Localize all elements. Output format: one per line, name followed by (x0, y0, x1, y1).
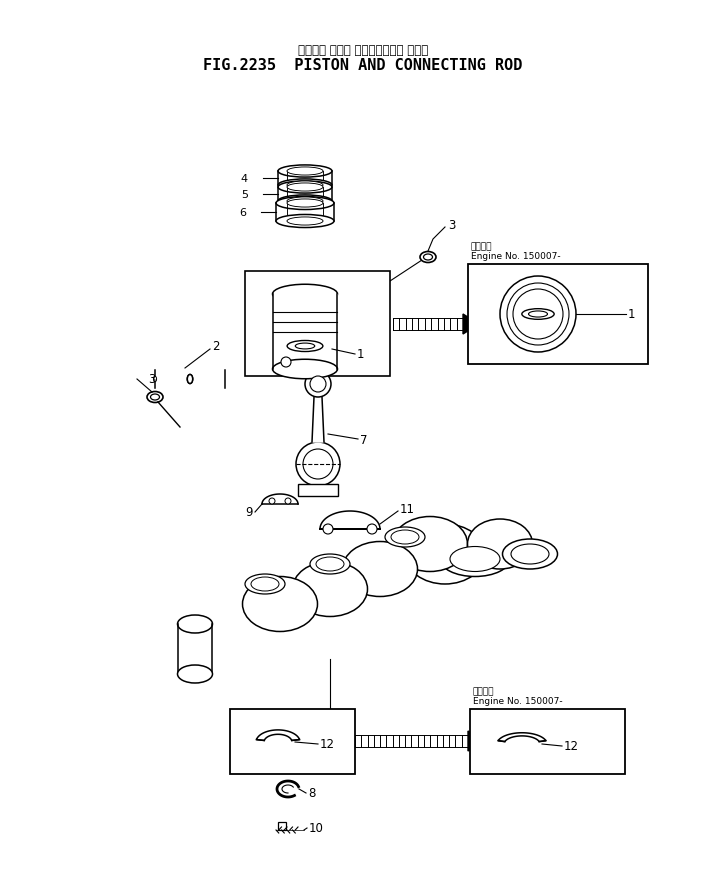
Ellipse shape (287, 218, 323, 226)
Circle shape (285, 499, 291, 505)
Polygon shape (393, 319, 463, 331)
Ellipse shape (287, 198, 323, 205)
Ellipse shape (287, 182, 323, 190)
Text: 3: 3 (148, 373, 156, 386)
Text: 8: 8 (308, 787, 316, 800)
Polygon shape (498, 733, 546, 742)
Ellipse shape (295, 343, 315, 349)
Bar (245, 271, 390, 377)
Circle shape (305, 371, 331, 398)
Circle shape (500, 277, 576, 353)
Ellipse shape (405, 524, 485, 585)
Text: ピストン および コネクティング ロッド: ピストン および コネクティング ロッド (298, 43, 428, 56)
Bar (230, 709, 355, 774)
Text: 7: 7 (360, 434, 368, 447)
Ellipse shape (467, 520, 532, 569)
Ellipse shape (188, 375, 193, 384)
Ellipse shape (245, 574, 285, 594)
Text: 12: 12 (320, 738, 335, 751)
Ellipse shape (342, 542, 417, 597)
Ellipse shape (511, 544, 549, 565)
Circle shape (323, 524, 333, 535)
Bar (468, 264, 648, 364)
Circle shape (269, 499, 275, 505)
Circle shape (303, 450, 333, 479)
Text: 9: 9 (245, 506, 252, 519)
Ellipse shape (424, 255, 433, 261)
Polygon shape (273, 295, 337, 370)
Polygon shape (355, 735, 468, 747)
Circle shape (310, 377, 326, 392)
Ellipse shape (278, 182, 332, 194)
Ellipse shape (153, 377, 156, 382)
Polygon shape (155, 371, 225, 389)
Ellipse shape (385, 528, 425, 547)
Polygon shape (468, 731, 484, 752)
Ellipse shape (316, 558, 344, 572)
Ellipse shape (276, 198, 334, 211)
Text: 適用番号: 適用番号 (471, 241, 492, 251)
Text: FIG.2235  PISTON AND CONNECTING ROD: FIG.2235 PISTON AND CONNECTING ROD (204, 59, 523, 74)
Bar (470, 709, 625, 774)
Polygon shape (463, 314, 479, 335)
Text: 2: 2 (212, 340, 220, 353)
Circle shape (296, 443, 340, 486)
Text: 3: 3 (448, 220, 455, 233)
Text: 10: 10 (309, 822, 324, 835)
Bar (278, 822, 286, 830)
Polygon shape (257, 730, 300, 741)
Text: 6: 6 (239, 208, 246, 218)
Ellipse shape (522, 309, 554, 320)
Ellipse shape (287, 341, 323, 352)
Ellipse shape (440, 542, 510, 577)
Text: 5: 5 (241, 190, 248, 200)
Ellipse shape (273, 285, 337, 305)
Ellipse shape (310, 554, 350, 574)
Ellipse shape (251, 578, 279, 591)
Polygon shape (278, 172, 332, 186)
Ellipse shape (150, 394, 159, 400)
Ellipse shape (393, 517, 467, 572)
Ellipse shape (177, 666, 212, 683)
Ellipse shape (529, 312, 547, 318)
Ellipse shape (276, 215, 334, 228)
Text: Engine No. 150007-: Engine No. 150007- (473, 696, 563, 705)
Ellipse shape (502, 539, 558, 569)
Circle shape (367, 524, 377, 535)
Circle shape (513, 290, 563, 340)
Ellipse shape (287, 184, 323, 191)
Ellipse shape (420, 252, 436, 263)
Ellipse shape (292, 562, 368, 617)
Polygon shape (262, 494, 298, 505)
Ellipse shape (278, 196, 332, 208)
Polygon shape (278, 188, 332, 202)
Polygon shape (320, 511, 380, 529)
Ellipse shape (287, 199, 323, 208)
Text: 1: 1 (628, 308, 635, 321)
Circle shape (507, 284, 569, 346)
Ellipse shape (278, 166, 332, 178)
Bar (298, 485, 338, 496)
Text: 1: 1 (357, 348, 364, 361)
Polygon shape (276, 204, 334, 222)
Text: 適用番号: 適用番号 (473, 687, 494, 695)
Ellipse shape (278, 180, 332, 192)
Text: 11: 11 (400, 503, 415, 516)
Ellipse shape (450, 547, 500, 572)
Ellipse shape (391, 530, 419, 544)
Polygon shape (312, 398, 324, 443)
Circle shape (281, 357, 291, 368)
Ellipse shape (188, 375, 193, 384)
Ellipse shape (273, 360, 337, 379)
Ellipse shape (177, 615, 212, 633)
Text: 12: 12 (564, 739, 579, 752)
Text: 4: 4 (241, 174, 248, 184)
Ellipse shape (287, 168, 323, 176)
Text: Engine No. 150007-: Engine No. 150007- (471, 252, 561, 261)
Polygon shape (178, 624, 212, 674)
Ellipse shape (147, 392, 163, 403)
Ellipse shape (243, 577, 318, 632)
